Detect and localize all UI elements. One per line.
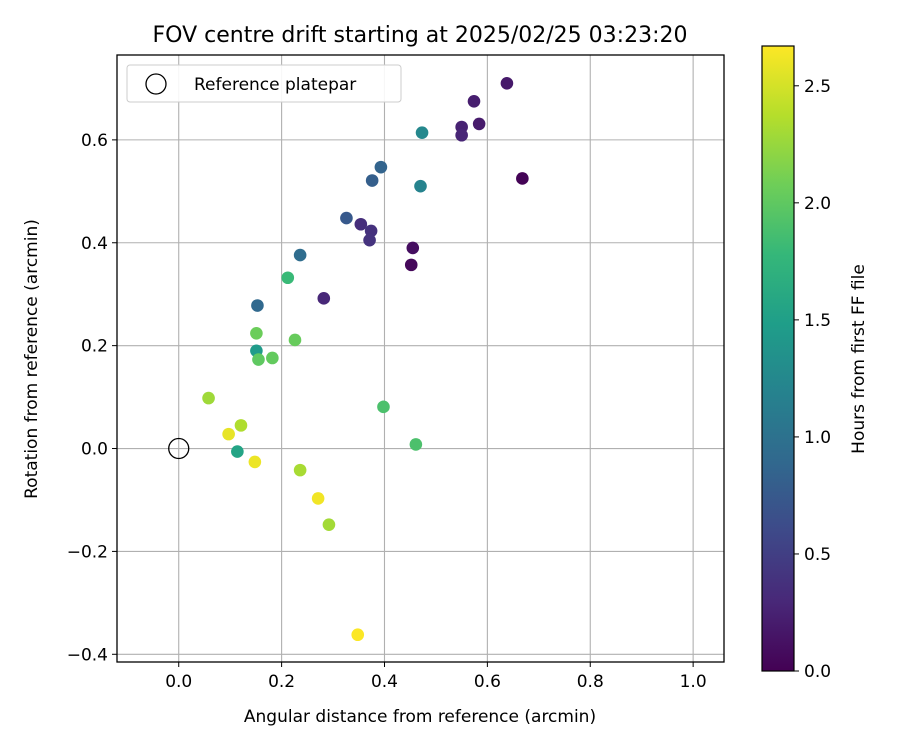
data-point <box>404 258 418 272</box>
reference-marker-layer <box>168 437 190 460</box>
y-tick-label: 0.4 <box>81 234 108 254</box>
x-tick-label: 0.6 <box>474 672 501 692</box>
data-point <box>222 427 235 441</box>
data-point <box>406 241 420 255</box>
data-point <box>281 271 295 285</box>
data-point <box>516 172 529 185</box>
data-point <box>252 353 265 366</box>
colorbar-gradient <box>761 45 795 672</box>
data-point <box>231 445 244 458</box>
y-tick-label: −0.2 <box>67 542 108 562</box>
data-point <box>472 117 486 131</box>
colorbar-tick-label: 2.0 <box>804 194 831 214</box>
colorbar-label: Hours from first FF file <box>849 264 869 454</box>
y-tick-label: −0.4 <box>67 645 108 665</box>
data-point <box>363 233 376 247</box>
data-point <box>293 463 307 477</box>
data-point <box>288 333 302 347</box>
legend-entry-reference-platepar: Reference platepar <box>194 75 356 95</box>
data-point <box>293 248 307 262</box>
data-point <box>374 160 388 174</box>
data-point <box>365 174 379 187</box>
colorbar-tick-label: 1.5 <box>804 311 831 331</box>
legend: Reference platepar <box>126 64 402 103</box>
colorbar-tick-label: 2.5 <box>804 77 831 97</box>
colorbar-tick-label: 0.5 <box>804 545 831 565</box>
y-axis-label: Rotation from reference (arcmin) <box>22 219 42 499</box>
x-axis-label: Angular distance from reference (arcmin) <box>244 707 596 727</box>
x-tick-label: 0.4 <box>371 672 398 692</box>
data-points <box>202 76 529 642</box>
data-point <box>248 455 262 469</box>
x-tick-label: 0.2 <box>268 672 295 692</box>
data-point <box>311 492 325 505</box>
data-point <box>415 126 429 139</box>
y-tick-label: 0.6 <box>81 131 108 151</box>
colorbar: 0.0 0.5 1.0 1.5 2.0 2.5 Hours from first FF f… <box>761 45 869 682</box>
reference-platepar-marker <box>168 437 190 460</box>
x-tick-label: 0.8 <box>577 672 604 692</box>
legend-box <box>126 64 402 103</box>
data-point <box>317 292 331 305</box>
y-axis-ticks: −0.4 −0.2 0.0 0.2 0.4 0.6 <box>67 131 117 665</box>
x-tick-label: 1.0 <box>680 672 707 692</box>
chart-title: FOV centre drift starting at 2025/02/25 … <box>153 23 688 48</box>
data-point <box>202 391 215 405</box>
y-tick-label: 0.0 <box>81 440 108 460</box>
grid-lines <box>117 55 724 662</box>
plot-frame <box>116 54 725 663</box>
data-point <box>266 351 279 365</box>
data-point <box>340 211 353 225</box>
data-point <box>377 400 390 414</box>
x-axis-ticks: 0.0 0.2 0.4 0.6 0.8 1.0 <box>165 662 707 692</box>
data-point <box>354 217 368 231</box>
data-point <box>455 128 468 142</box>
data-point <box>500 76 514 90</box>
legend-reference-marker <box>145 73 167 95</box>
colorbar-tick-label: 1.0 <box>804 428 831 448</box>
data-point <box>409 438 423 451</box>
data-point <box>364 224 378 238</box>
data-point <box>351 628 365 642</box>
y-tick-label: 0.2 <box>81 337 108 357</box>
data-point <box>251 299 264 312</box>
data-point <box>234 419 248 432</box>
data-point <box>322 518 336 531</box>
data-point <box>250 326 263 340</box>
x-tick-label: 0.0 <box>165 672 192 692</box>
data-point <box>467 94 481 108</box>
data-point <box>414 179 427 193</box>
colorbar-tick-label: 0.0 <box>804 662 831 682</box>
colorbar-ticks: 0.0 0.5 1.0 1.5 2.0 2.5 <box>794 77 831 682</box>
